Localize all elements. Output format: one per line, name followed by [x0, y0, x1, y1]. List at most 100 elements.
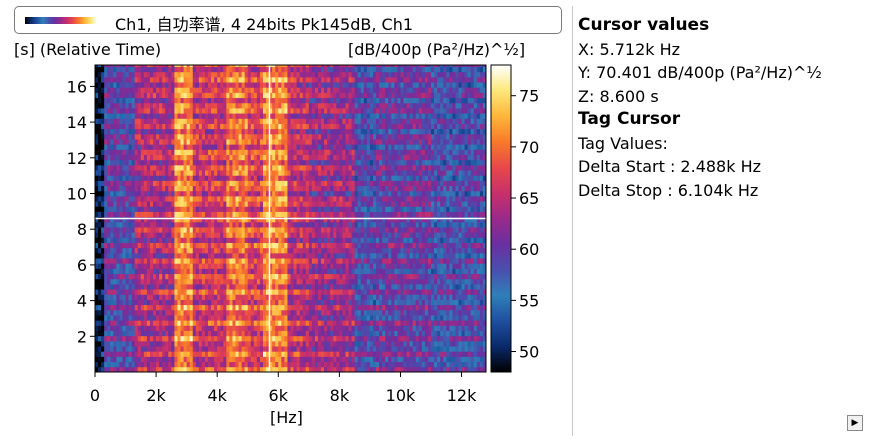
heatmap-cell [229, 82, 233, 88]
heatmap-cell [201, 299, 206, 306]
heatmap-cell [149, 356, 154, 363]
heatmap-cell [226, 325, 230, 331]
heatmap-cell [171, 232, 175, 238]
heatmap-cell [195, 149, 200, 156]
heatmap-cell [174, 71, 178, 78]
heatmap-cell [201, 118, 206, 124]
heatmap-cell [272, 242, 276, 249]
heatmap-cell [137, 133, 142, 140]
heatmap-cell [143, 190, 148, 197]
heatmap-cell [345, 242, 349, 249]
heatmap-cell [317, 71, 322, 78]
heatmap-cell [275, 65, 279, 68]
heatmap-cell [226, 175, 230, 181]
heatmap-cell [211, 71, 215, 78]
heatmap-cell [278, 154, 282, 161]
heatmap-cell [168, 190, 172, 197]
heatmap-cell [339, 154, 343, 161]
heatmap-cell [217, 237, 221, 243]
heatmap-cell [226, 273, 230, 280]
heatmap-cell [272, 71, 276, 78]
heatmap-cell [238, 71, 243, 78]
heatmap-cell [220, 304, 224, 311]
heatmap-cell [183, 190, 188, 197]
heatmap-cell [110, 258, 114, 264]
heatmap-cell [339, 340, 343, 347]
heatmap-cell [101, 87, 105, 93]
heatmap-cell [131, 118, 136, 124]
heatmap-cell [284, 87, 288, 93]
heatmap-cell [104, 351, 108, 357]
heatmap-cell [266, 232, 270, 238]
heatmap-cell [113, 102, 117, 109]
heatmap-cell [299, 273, 304, 280]
heatmap-cell [192, 164, 197, 171]
heatmap-cell [321, 242, 325, 249]
heatmap-cell [314, 232, 319, 238]
heatmap-cell [333, 82, 337, 88]
heatmap-cell [119, 273, 123, 280]
heatmap-cell [131, 237, 136, 243]
heatmap-cell [192, 92, 197, 99]
heatmap-cell [308, 356, 313, 363]
heatmap-cell [156, 304, 160, 311]
heatmap-cell [327, 185, 331, 192]
heatmap-cell [183, 92, 188, 99]
heatmap-cell [192, 139, 197, 145]
heatmap-cell [180, 82, 184, 88]
heatmap-cell [327, 351, 331, 357]
heatmap-cell [244, 196, 249, 202]
heatmap-cell [162, 304, 166, 311]
heatmap-cell [113, 294, 117, 300]
heatmap-cell [226, 247, 230, 254]
heatmap-cell [317, 351, 322, 357]
heatmap-cell [333, 247, 337, 254]
heatmap-cell [107, 175, 111, 181]
heatmap-cell [253, 206, 258, 212]
heatmap-cell [226, 340, 230, 347]
heatmap-cell [128, 232, 133, 238]
heatmap-cell [204, 315, 209, 321]
heatmap-cell [229, 252, 233, 259]
heatmap-cell [153, 237, 157, 243]
heatmap-cell [116, 128, 120, 135]
heatmap-cell [278, 309, 282, 316]
heatmap-cell [153, 309, 157, 316]
heatmap-cell [317, 330, 322, 337]
heatmap-cell [220, 340, 224, 347]
heatmap-cell [107, 185, 111, 192]
heatmap-cell [266, 65, 270, 68]
heatmap-cell [263, 159, 267, 166]
heatmap-cell [107, 346, 111, 352]
heatmap-cell [241, 340, 246, 347]
heatmap-cell [302, 227, 307, 233]
heatmap-cell [299, 346, 304, 352]
heatmap-cell [229, 216, 233, 223]
heatmap-cell [186, 164, 191, 171]
heatmap-cell [116, 273, 120, 280]
heatmap-cell [299, 139, 304, 145]
heatmap-cell [250, 66, 255, 73]
heatmap-cell [308, 201, 313, 207]
heatmap-cell [131, 175, 136, 181]
heatmap-cell [324, 206, 328, 212]
heatmap-cell [333, 273, 337, 280]
heatmap-cell [342, 206, 346, 212]
heatmap-cell [214, 258, 218, 264]
heatmap-cell [143, 66, 148, 73]
heatmap-cell [162, 139, 166, 145]
heatmap-cell [263, 284, 267, 290]
heatmap-cell [95, 123, 99, 130]
heatmap-cell [290, 170, 294, 176]
heatmap-cell [333, 149, 337, 156]
heatmap-cell [186, 149, 191, 156]
heatmap-cell [98, 65, 102, 68]
heatmap-cell [122, 144, 126, 150]
heatmap-cell [165, 315, 169, 321]
heatmap-cell [95, 315, 99, 321]
heatmap-cell [272, 330, 276, 337]
heatmap-cell [171, 221, 175, 228]
heatmap-cell [336, 82, 340, 88]
heatmap-cell [226, 196, 230, 202]
